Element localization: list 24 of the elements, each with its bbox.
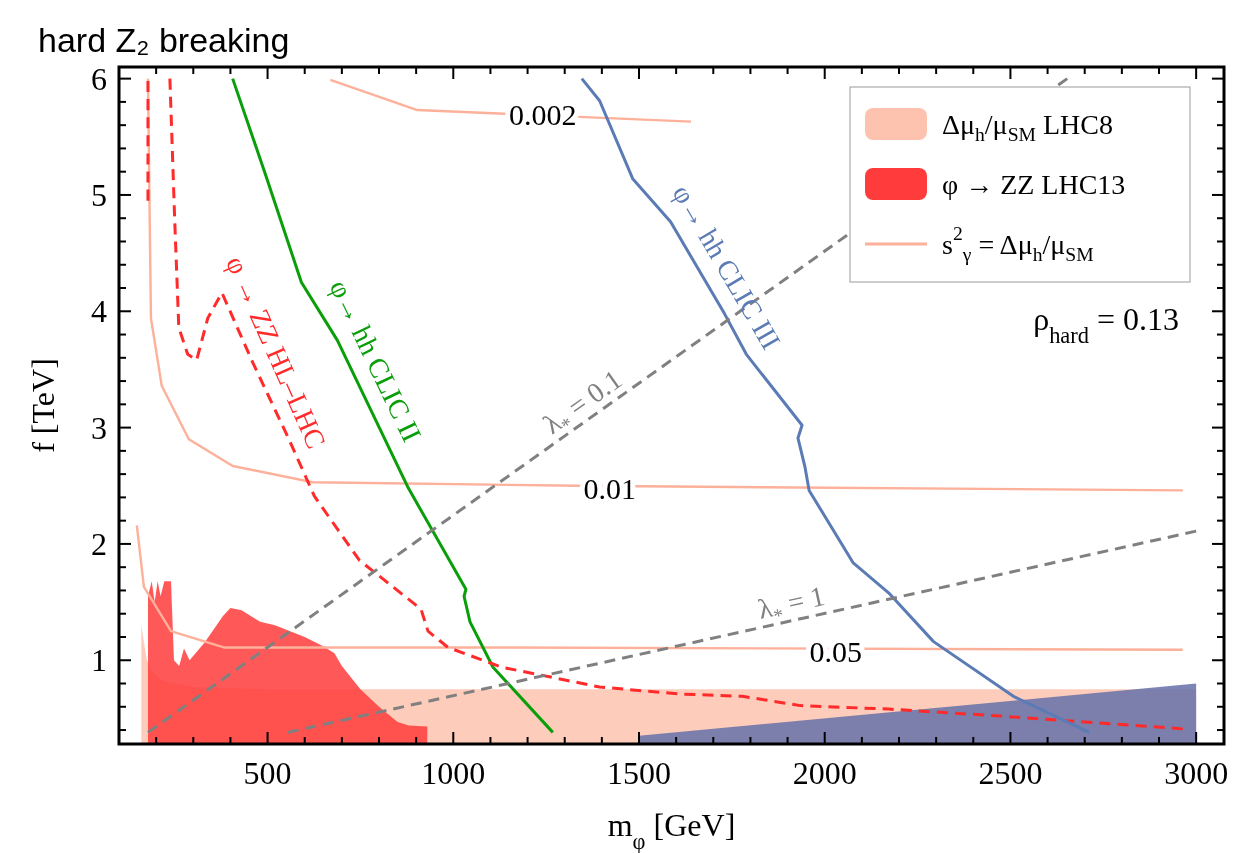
x-tick-label: 2000 bbox=[792, 755, 857, 791]
x-tick-label: 1500 bbox=[607, 755, 671, 791]
legend-label: s$^{2}$$_{γ}$ = Δμ$_{h}$/μ$_{SM}$ bbox=[942, 223, 1094, 265]
y-tick-label: 2 bbox=[91, 525, 107, 562]
y-tick-label: 3 bbox=[91, 409, 107, 446]
annotation: φ→ hh CLIC II bbox=[324, 274, 429, 447]
legend-label: Δμ$_{h}$/μ$_{SM}$ LHC8 bbox=[942, 108, 1113, 145]
annotation: 0.002 bbox=[509, 97, 577, 131]
y-axis-title: f [TeV] bbox=[25, 358, 61, 453]
annotation: 0.01 bbox=[583, 471, 636, 505]
annotation: 0.05 bbox=[809, 634, 863, 668]
legend-label: φ → ZZ LHC13 bbox=[942, 168, 1126, 200]
chart-title: hard Z₂ breaking bbox=[38, 21, 290, 59]
x-tick-label: 3000 bbox=[1164, 755, 1229, 791]
y-tick-label: 5 bbox=[91, 176, 107, 213]
y-tick-label: 4 bbox=[91, 293, 107, 330]
annotation: ρ$_{hard}$ = 0.13 bbox=[1033, 301, 1179, 348]
x-tick-label: 1000 bbox=[421, 755, 486, 791]
y-tick-label: 1 bbox=[91, 642, 107, 679]
x-tick-label: 500 bbox=[243, 755, 292, 791]
x-axis-title: m$_{φ}$ [GeV] bbox=[607, 807, 736, 853]
x-tick-label: 2500 bbox=[978, 755, 1043, 791]
annotation: λ$_{*}$ = 1 bbox=[754, 579, 828, 627]
y-tick-label: 6 bbox=[91, 60, 107, 97]
